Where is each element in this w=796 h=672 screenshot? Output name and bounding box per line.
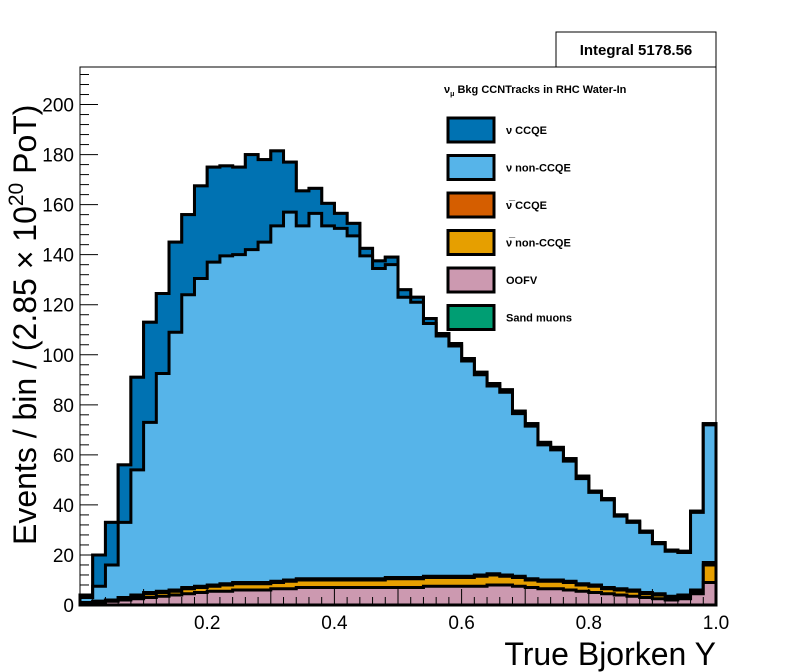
legend-swatch <box>446 266 496 294</box>
x-tick-label: 0.4 <box>321 613 348 634</box>
y-tick-label: 100 <box>42 346 74 367</box>
y-axis-title-end: PoT) <box>7 105 43 183</box>
legend-swatch <box>446 229 496 256</box>
y-tick-label: 180 <box>42 146 74 167</box>
legend-label: ν CCQE <box>506 125 547 137</box>
series-3-fill <box>78 210 718 607</box>
y-tick-label: 20 <box>53 546 74 567</box>
legend-swatch <box>446 191 496 219</box>
legend-label-text: non-CCQE <box>512 238 571 250</box>
y-tick-label: 60 <box>53 446 74 467</box>
x-tick-label: 1.0 <box>703 613 729 634</box>
y-tick-label: 140 <box>42 246 74 267</box>
legend-label: OOFV <box>506 275 538 287</box>
legend-label-text: non-CCQE <box>512 163 571 175</box>
legend-symbol: ν̅ <box>506 238 516 250</box>
x-tick-label: 0.2 <box>194 613 220 634</box>
legend-label: Sand muons <box>506 313 572 325</box>
legend-symbol: ν <box>506 163 512 175</box>
y-tick-label: 200 <box>42 96 74 117</box>
legend-header: νμ Bkg CCNTracks in RHC Water-In <box>444 84 627 98</box>
legend-swatch <box>446 116 496 144</box>
legend-label-text: Sand muons <box>506 313 572 325</box>
histogram-series-layer <box>78 149 718 607</box>
legend-label-text: CCQE <box>512 125 547 137</box>
x-axis-title: True Bjorken Y <box>504 636 716 672</box>
legend-symbol: ν <box>506 125 512 137</box>
legend-label-text: CCQE <box>512 200 547 212</box>
legend-label-text: OOFV <box>506 275 538 287</box>
legend-swatch <box>446 304 496 331</box>
x-tick-label: 0.8 <box>576 613 602 634</box>
legend-label: ν̅ non-CCQE <box>506 238 571 250</box>
y-axis-title: Events / bin / (2.85 × 1020 PoT) <box>5 105 43 545</box>
legend-header-symbol: ν <box>444 84 450 96</box>
legend-header-text: Bkg CCNTracks in RHC Water-In <box>454 84 626 96</box>
legend-symbol: ν̅ <box>506 200 516 212</box>
y-tick-label: 0 <box>63 596 74 617</box>
y-tick-label: 160 <box>42 196 74 217</box>
y-tick-label: 80 <box>53 396 74 417</box>
legend-label: ν̅ CCQE <box>506 200 547 212</box>
integral-box <box>555 31 717 68</box>
x-tick-label: 0.6 <box>448 613 474 634</box>
y-axis-title-exponent: 20 <box>5 183 28 206</box>
axis-ticks: 0.2 0.4 0.6 0.8 1.0 0 20 40 60 80 100 120 140 160 180 2… <box>42 74 729 634</box>
legend-label: ν non-CCQE <box>506 163 571 175</box>
y-axis-title-main: Events / bin / (2.85 × 10 <box>7 206 43 545</box>
legend-swatch <box>446 154 496 181</box>
legend-header-subscript: μ <box>450 91 454 98</box>
y-tick-label: 40 <box>53 496 74 517</box>
y-tick-label: 120 <box>42 296 74 317</box>
integral-label: Integral 5178.56 <box>580 42 693 59</box>
